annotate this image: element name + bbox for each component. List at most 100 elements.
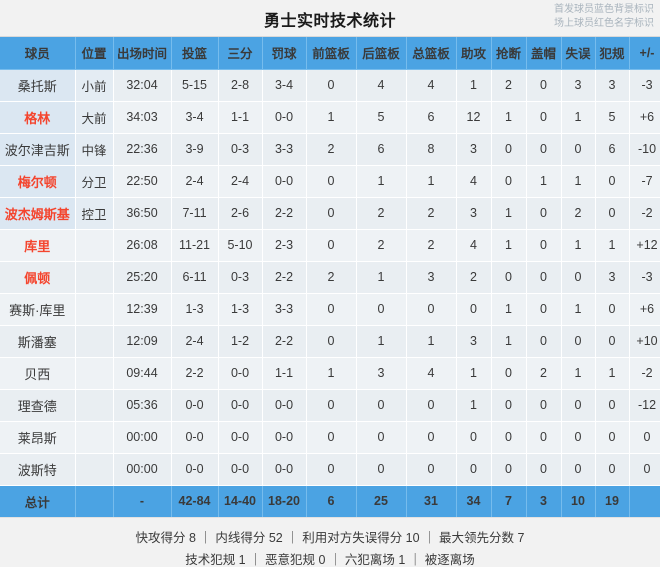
player-name[interactable]: 波尔津吉斯 <box>0 133 76 166</box>
cell-oreb: 0 <box>306 389 357 422</box>
cell-position: 大前 <box>75 101 114 134</box>
cell-minutes: 32:04 <box>113 69 172 102</box>
cell-ft: 0-0 <box>262 389 307 422</box>
cell-oreb: 1 <box>306 101 357 134</box>
cell-dreb: 1 <box>356 261 407 294</box>
col-header-ft[interactable]: 罚球 <box>262 37 307 70</box>
col-header-ast[interactable]: 助攻 <box>456 37 492 70</box>
player-name[interactable]: 梅尔顿 <box>0 165 76 198</box>
player-name[interactable]: 波杰姆斯基 <box>0 197 76 230</box>
cell-blk: 0 <box>526 133 562 166</box>
cell-pf: 1 <box>595 357 630 390</box>
cell-plusminus: +12 <box>629 229 660 262</box>
cell-stl: 0 <box>491 453 527 486</box>
totals-ft: 18-20 <box>262 484 307 517</box>
player-name[interactable]: 莱昂斯 <box>0 421 76 454</box>
cell-fg: 0-0 <box>171 389 219 422</box>
cell-dreb: 3 <box>356 357 407 390</box>
totals-dreb: 25 <box>356 484 407 517</box>
cell-ft: 2-2 <box>262 261 307 294</box>
cell-pf: 0 <box>595 197 630 230</box>
cell-ft: 3-3 <box>262 293 307 326</box>
cell-blk: 0 <box>526 421 562 454</box>
player-name[interactable]: 佩顿 <box>0 261 76 294</box>
cell-ft: 0-0 <box>262 421 307 454</box>
cell-minutes: 00:00 <box>113 453 172 486</box>
cell-fg: 3-4 <box>171 101 219 134</box>
legend-line-oncourt: 场上球员红色名字标识 <box>554 18 654 29</box>
player-name[interactable]: 格林 <box>0 101 76 134</box>
cell-minutes: 36:50 <box>113 197 172 230</box>
cell-fg: 7-11 <box>171 197 219 230</box>
totals-minutes: - <box>113 484 172 517</box>
cell-dreb: 0 <box>356 453 407 486</box>
cell-position <box>75 389 114 422</box>
col-header-plusminus[interactable]: +/- <box>629 37 660 70</box>
totals-3p: 14-40 <box>218 484 263 517</box>
cell-minutes: 26:08 <box>113 229 172 262</box>
col-header-reb[interactable]: 总篮板 <box>406 37 457 70</box>
col-header-3p[interactable]: 三分 <box>218 37 263 70</box>
cell-blk: 0 <box>526 389 562 422</box>
player-name[interactable]: 桑托斯 <box>0 69 76 102</box>
cell-blk: 0 <box>526 197 562 230</box>
player-name[interactable]: 斯潘塞 <box>0 325 76 358</box>
totals-fg: 42-84 <box>171 484 219 517</box>
cell-blk: 0 <box>526 101 562 134</box>
cell-minutes: 09:44 <box>113 357 172 390</box>
cell-3p: 2-4 <box>218 165 263 198</box>
totals-ast: 34 <box>456 484 492 517</box>
col-header-blk[interactable]: 盖帽 <box>526 37 562 70</box>
cell-position <box>75 421 114 454</box>
player-name[interactable]: 理查德 <box>0 389 76 422</box>
cell-tov: 3 <box>561 69 596 102</box>
col-header-dreb[interactable]: 后篮板 <box>356 37 407 70</box>
col-header-minutes[interactable]: 出场时间 <box>113 37 172 70</box>
cell-ast: 2 <box>456 261 492 294</box>
cell-reb: 3 <box>406 261 457 294</box>
col-header-oreb[interactable]: 前篮板 <box>306 37 357 70</box>
cell-3p: 1-1 <box>218 101 263 134</box>
player-name[interactable]: 库里 <box>0 229 76 262</box>
cell-3p: 2-8 <box>218 69 263 102</box>
cell-stl: 1 <box>491 229 527 262</box>
cell-ast: 4 <box>456 229 492 262</box>
cell-stl: 0 <box>491 421 527 454</box>
cell-position <box>75 293 114 326</box>
cell-pf: 0 <box>595 325 630 358</box>
cell-position <box>75 229 114 262</box>
col-header-stl[interactable]: 抢断 <box>491 37 527 70</box>
cell-position <box>75 357 114 390</box>
cell-fg: 6-11 <box>171 261 219 294</box>
col-header-player[interactable]: 球员 <box>0 37 76 70</box>
col-header-position[interactable]: 位置 <box>75 37 114 70</box>
cell-ft: 2-3 <box>262 229 307 262</box>
col-header-pf[interactable]: 犯规 <box>595 37 630 70</box>
cell-ast: 3 <box>456 325 492 358</box>
totals-plusminus <box>629 484 660 517</box>
col-header-tov[interactable]: 失误 <box>561 37 596 70</box>
cell-minutes: 12:39 <box>113 293 172 326</box>
col-header-fg[interactable]: 投篮 <box>171 37 219 70</box>
cell-plusminus: 0 <box>629 421 660 454</box>
player-name[interactable]: 贝西 <box>0 357 76 390</box>
cell-pf: 3 <box>595 261 630 294</box>
player-name[interactable]: 波斯特 <box>0 453 76 486</box>
cell-fg: 5-15 <box>171 69 219 102</box>
cell-position <box>75 261 114 294</box>
player-name[interactable]: 赛斯·库里 <box>0 293 76 326</box>
cell-dreb: 0 <box>356 421 407 454</box>
